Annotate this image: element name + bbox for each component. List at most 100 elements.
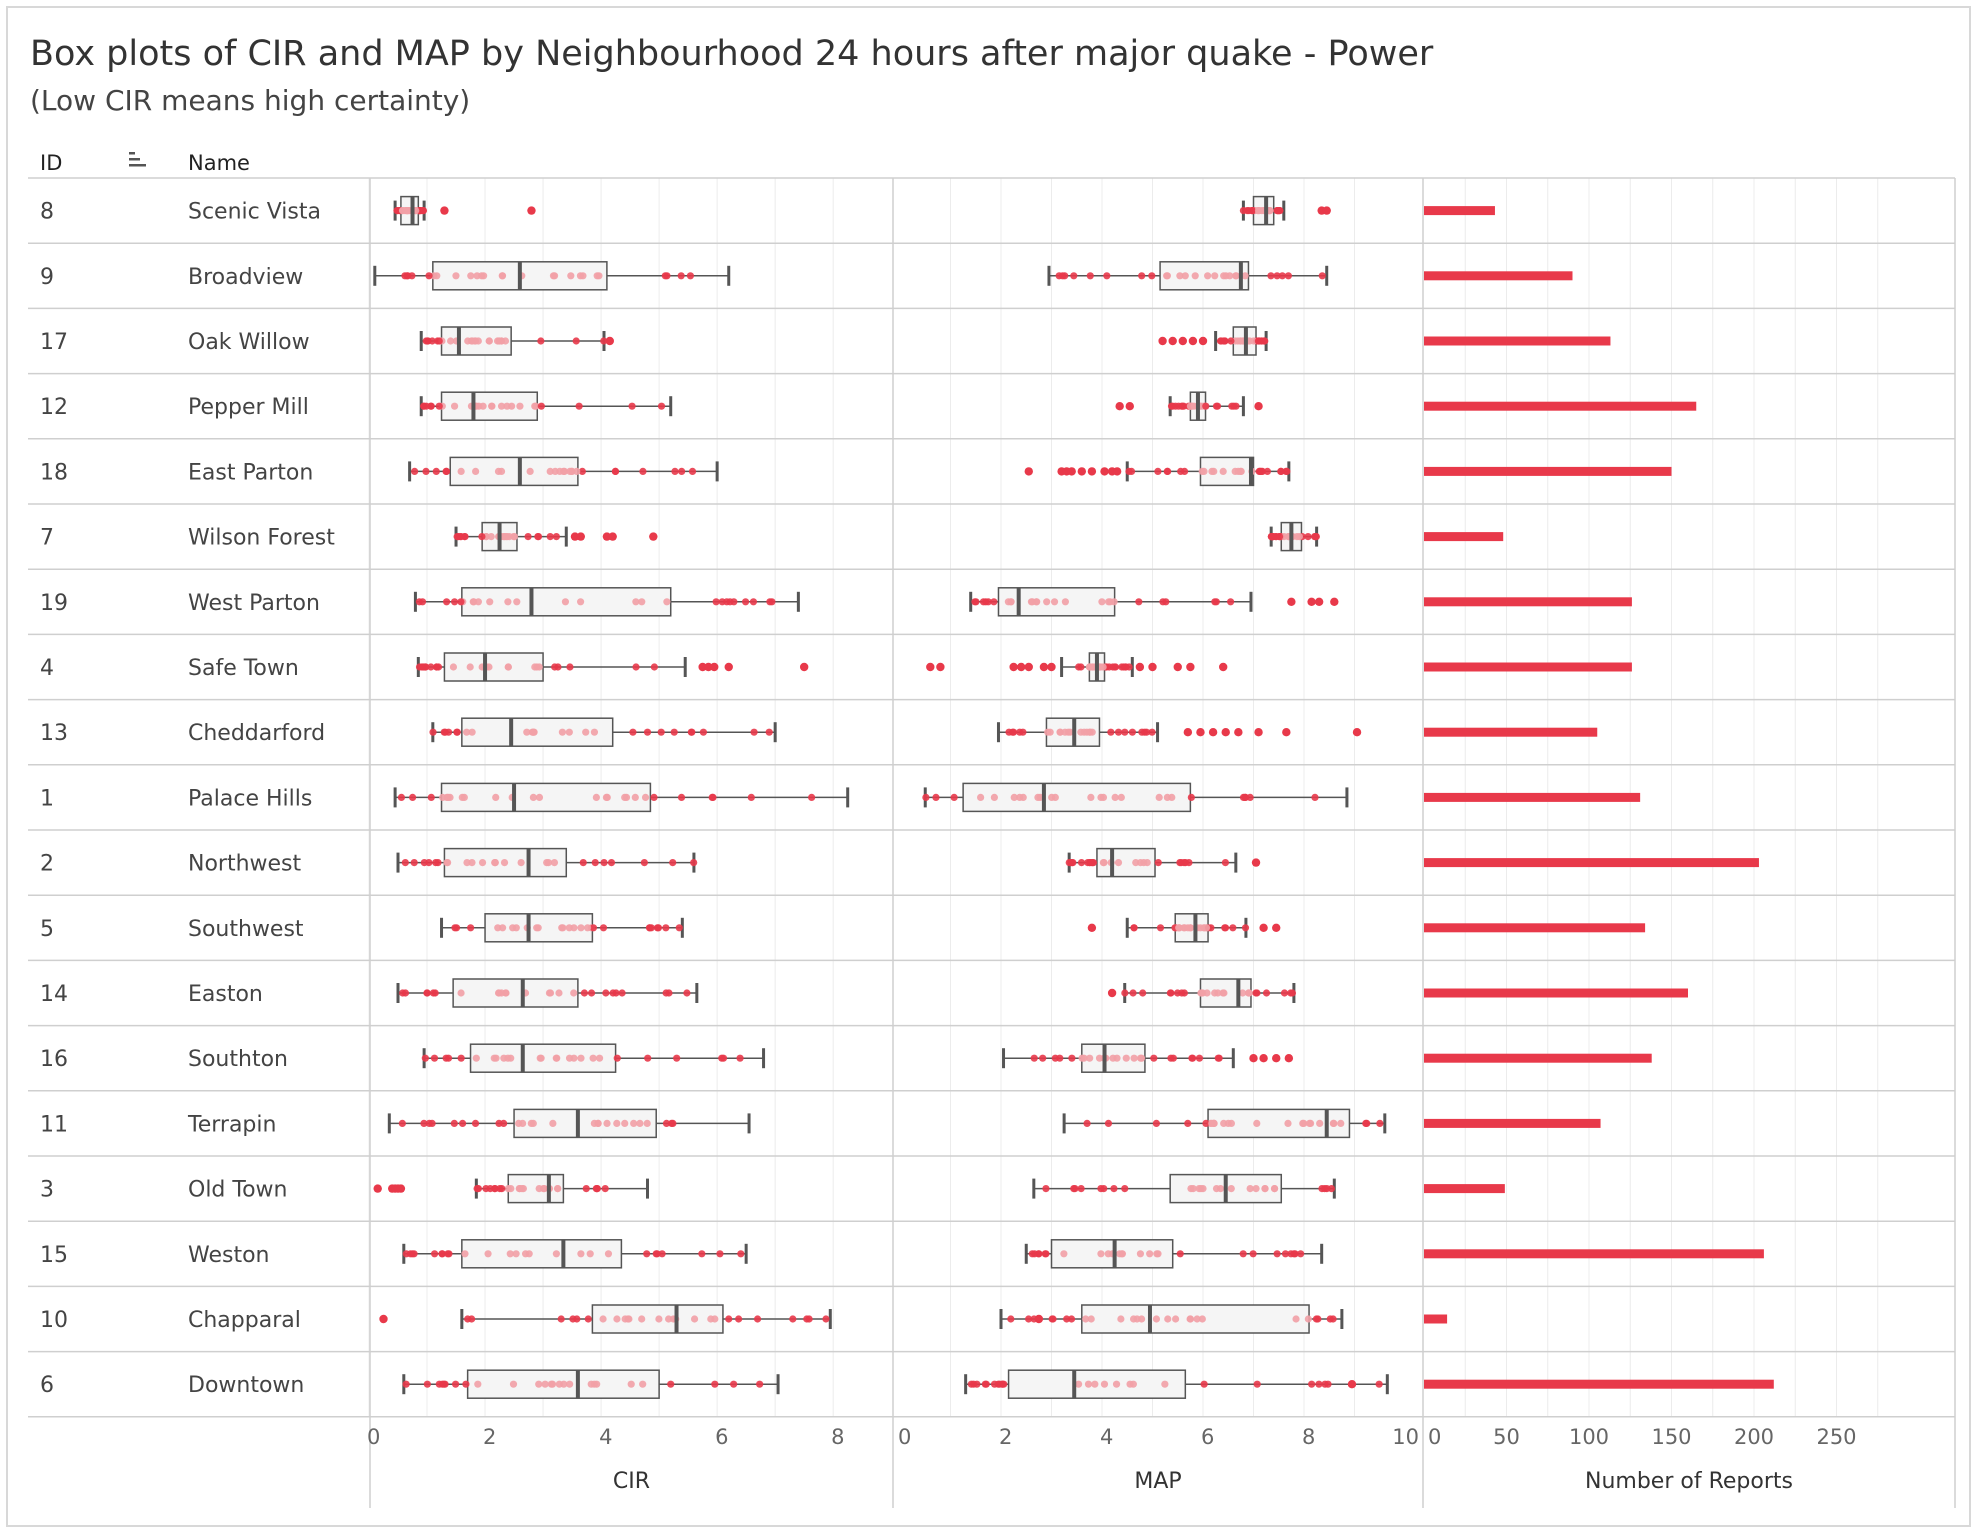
data-point <box>712 598 720 606</box>
data-point <box>447 337 455 345</box>
data-point <box>675 924 683 932</box>
data-point <box>479 402 487 410</box>
data-point <box>485 663 493 671</box>
data-point <box>1086 272 1094 280</box>
data-point <box>1148 272 1156 280</box>
row-name-label: Southwest <box>188 917 304 942</box>
row-name-label: Safe Town <box>188 656 299 681</box>
data-point <box>1086 1054 1094 1062</box>
data-point <box>1239 1250 1247 1258</box>
data-point <box>932 793 940 802</box>
x-tick-label: 0 <box>367 1425 380 1449</box>
data-point <box>601 1185 609 1193</box>
data-point <box>1042 1185 1050 1193</box>
data-point <box>1210 467 1218 475</box>
data-point <box>1095 1054 1104 1062</box>
data-point <box>1253 1380 1261 1388</box>
sort-icon[interactable] <box>129 152 146 167</box>
data-point <box>404 207 412 215</box>
data-point <box>1227 598 1235 606</box>
data-point <box>1273 1250 1281 1258</box>
data-point <box>1277 467 1285 475</box>
data-point <box>444 1054 453 1062</box>
data-point <box>456 533 464 541</box>
data-point <box>613 1054 621 1062</box>
data-point <box>1156 924 1165 932</box>
data-point <box>686 272 695 280</box>
row-id-label: 6 <box>40 1373 54 1398</box>
data-point <box>512 1250 520 1258</box>
data-point <box>1019 728 1027 736</box>
data-point <box>1056 728 1064 736</box>
data-point <box>1027 598 1036 606</box>
data-point <box>492 1054 500 1062</box>
outlier-point <box>1188 336 1198 346</box>
row-id-label: 9 <box>40 265 54 290</box>
row-name-label: Weston <box>188 1243 270 1268</box>
data-point <box>427 663 435 671</box>
data-point <box>652 1250 660 1258</box>
data-point <box>535 1185 543 1193</box>
data-point <box>422 467 430 475</box>
data-point <box>654 924 663 932</box>
outlier-point <box>1330 597 1339 606</box>
data-point <box>472 1054 480 1062</box>
data-point <box>1118 1250 1127 1258</box>
data-point <box>1098 598 1106 606</box>
outlier-point <box>1107 988 1117 998</box>
data-point <box>1261 1185 1269 1193</box>
data-point <box>1024 1315 1033 1323</box>
data-point <box>1121 989 1129 997</box>
data-point <box>1033 598 1041 606</box>
data-point <box>529 793 537 802</box>
data-point <box>467 924 475 932</box>
data-point <box>393 207 401 215</box>
data-point <box>591 859 599 867</box>
data-point <box>753 1315 762 1323</box>
data-point <box>711 1315 719 1323</box>
row-id-label: 11 <box>40 1112 68 1137</box>
outlier-point <box>936 662 945 672</box>
data-point <box>1210 1119 1218 1127</box>
data-point <box>711 1380 719 1388</box>
data-point <box>708 793 716 802</box>
data-point <box>735 1315 743 1323</box>
data-point <box>589 1054 597 1062</box>
data-point <box>450 402 459 410</box>
data-point <box>576 598 585 606</box>
chart-subtitle: (Low CIR means high certainty) <box>30 84 471 117</box>
data-point <box>621 793 629 802</box>
data-point <box>1129 989 1137 997</box>
data-point <box>603 1119 611 1127</box>
data-point <box>503 533 511 541</box>
data-point <box>434 663 443 671</box>
outlier-point <box>710 662 719 672</box>
data-point <box>492 793 500 802</box>
row-name-label: Pepper Mill <box>188 395 309 420</box>
data-point <box>1171 402 1180 410</box>
data-point <box>977 793 985 802</box>
data-point <box>995 1380 1004 1388</box>
outlier-point <box>1314 597 1324 606</box>
data-point <box>537 337 545 345</box>
data-point <box>716 1250 724 1258</box>
data-point <box>625 1315 633 1323</box>
data-point <box>1253 989 1261 997</box>
data-point <box>569 1315 577 1323</box>
data-point <box>1109 1054 1117 1062</box>
data-point <box>471 337 479 345</box>
data-point <box>667 1380 675 1388</box>
data-point <box>432 467 440 475</box>
data-point <box>509 1380 518 1388</box>
data-point <box>428 1119 436 1127</box>
data-point <box>1280 989 1289 997</box>
data-point <box>1237 337 1245 345</box>
data-point <box>982 1380 990 1388</box>
data-point <box>599 924 608 932</box>
data-point <box>410 1250 418 1258</box>
data-point <box>1121 1185 1129 1193</box>
data-point <box>1125 467 1133 475</box>
data-point <box>756 1380 764 1388</box>
data-point <box>594 1119 602 1127</box>
data-point <box>457 989 465 997</box>
